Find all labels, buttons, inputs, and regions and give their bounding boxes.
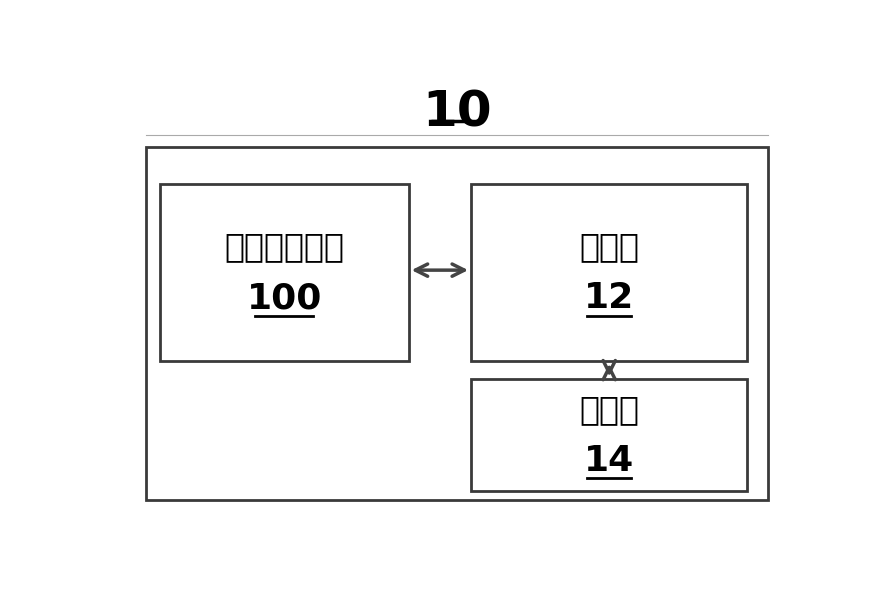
Bar	[471, 184, 747, 361]
Text: 14: 14	[584, 444, 634, 478]
Bar	[160, 184, 409, 361]
Bar	[471, 379, 747, 491]
Text: 存储器: 存储器	[579, 230, 640, 263]
Text: 处理器: 处理器	[579, 393, 640, 426]
Bar	[146, 147, 768, 500]
Text: 10: 10	[422, 89, 492, 137]
Text: 100: 100	[246, 281, 322, 315]
Text: 照明控制装置: 照明控制装置	[224, 230, 344, 263]
Text: 12: 12	[584, 281, 634, 315]
